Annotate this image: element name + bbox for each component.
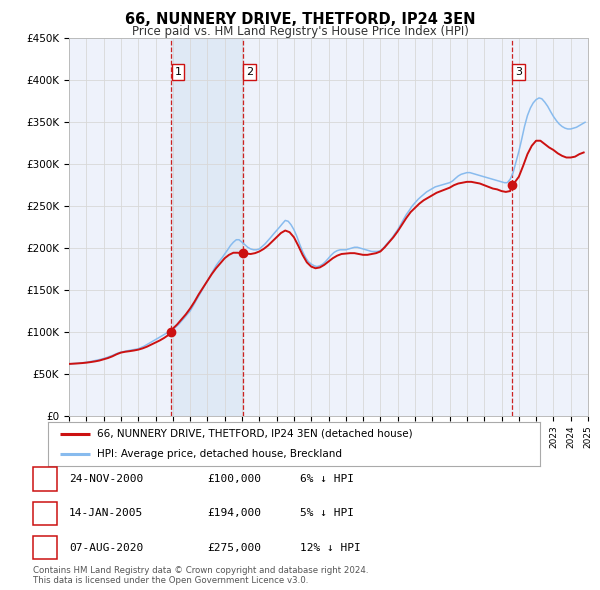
Text: HPI: Average price, detached house, Breckland: HPI: Average price, detached house, Brec…: [97, 449, 342, 459]
Text: 1: 1: [41, 473, 49, 486]
Text: 2: 2: [246, 67, 253, 77]
Text: 5% ↓ HPI: 5% ↓ HPI: [300, 509, 354, 518]
Text: 12% ↓ HPI: 12% ↓ HPI: [300, 543, 361, 552]
Text: 66, NUNNERY DRIVE, THETFORD, IP24 3EN: 66, NUNNERY DRIVE, THETFORD, IP24 3EN: [125, 12, 475, 27]
Text: 1: 1: [175, 67, 182, 77]
Text: 24-NOV-2000: 24-NOV-2000: [69, 474, 143, 484]
Bar: [171, 38, 242, 416]
Text: 3: 3: [515, 67, 522, 77]
Text: £100,000: £100,000: [207, 474, 261, 484]
Text: Contains HM Land Registry data © Crown copyright and database right 2024.
This d: Contains HM Land Registry data © Crown c…: [33, 566, 368, 585]
Text: Price paid vs. HM Land Registry's House Price Index (HPI): Price paid vs. HM Land Registry's House …: [131, 25, 469, 38]
Text: 6% ↓ HPI: 6% ↓ HPI: [300, 474, 354, 484]
Text: 2: 2: [41, 507, 49, 520]
Text: 66, NUNNERY DRIVE, THETFORD, IP24 3EN (detached house): 66, NUNNERY DRIVE, THETFORD, IP24 3EN (d…: [97, 429, 413, 439]
Text: 07-AUG-2020: 07-AUG-2020: [69, 543, 143, 552]
Text: £275,000: £275,000: [207, 543, 261, 552]
Text: 3: 3: [41, 541, 49, 554]
Text: 14-JAN-2005: 14-JAN-2005: [69, 509, 143, 518]
Text: £194,000: £194,000: [207, 509, 261, 518]
